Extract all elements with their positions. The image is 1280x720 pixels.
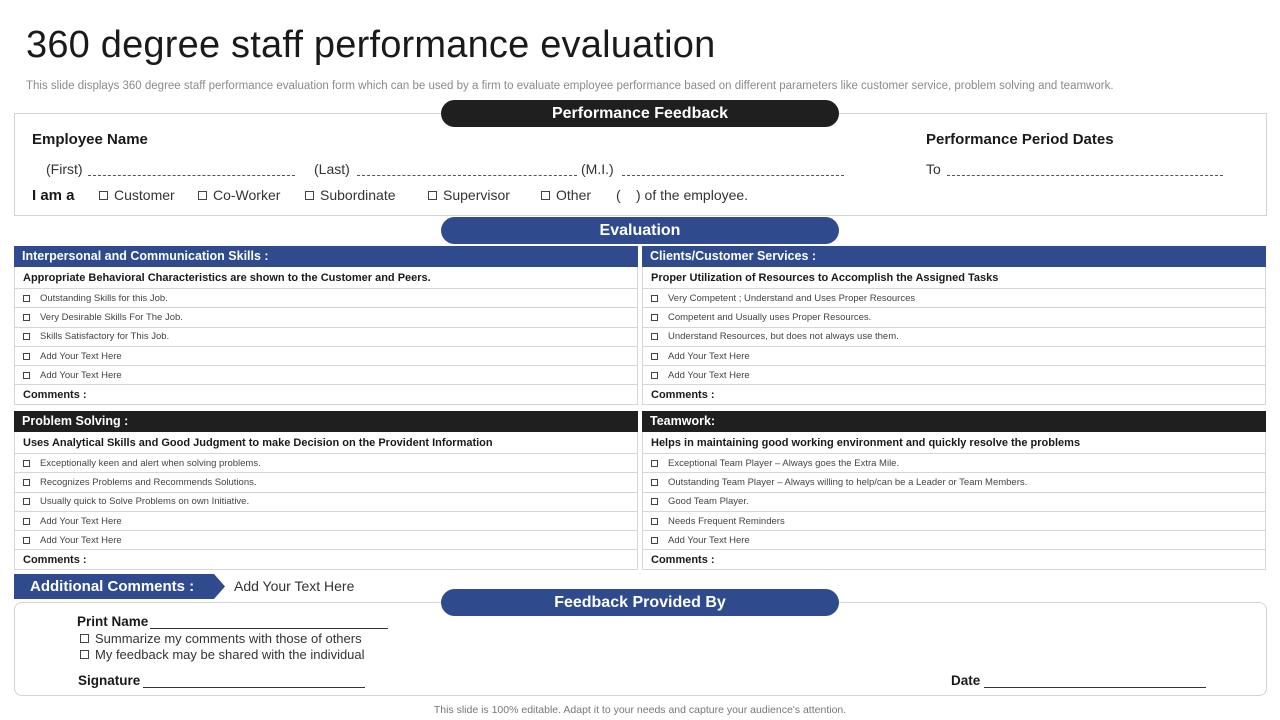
checkbox-icon [23,536,30,544]
last-name-field[interactable] [357,175,577,176]
checkbox-icon [23,294,30,302]
additional-comments-label: Additional Comments : [14,574,225,599]
checkbox-icon [651,498,658,506]
checkbox-icon [99,190,108,200]
checkbox-icon [23,517,30,525]
employee-name-label: Employee Name [32,131,148,148]
section-subtitle: Helps in maintaining good working enviro… [642,432,1266,454]
checkbox-icon [651,459,658,467]
comments-field[interactable]: Comments : [14,550,638,570]
checkbox-icon [23,498,30,506]
section-title: Teamwork: [642,411,1266,432]
date-field[interactable] [984,687,1206,688]
section-teamwork: Teamwork: Helps in maintaining good work… [642,411,1266,570]
additional-comments-text[interactable]: Add Your Text Here [234,578,355,594]
list-item[interactable]: Add Your Text Here [642,531,1266,551]
list-item[interactable]: Good Team Player. [642,492,1266,512]
list-item[interactable]: Outstanding Skills for this Job. [14,289,638,309]
middle-initial-field[interactable] [622,175,844,176]
checkbox-icon [651,517,658,525]
page-title: 360 degree staff performance evaluation [26,24,716,66]
section-problem-solving: Problem Solving : Uses Analytical Skills… [14,411,638,570]
period-dates-field[interactable] [947,175,1223,176]
signature-field[interactable] [143,687,365,688]
list-item[interactable]: Very Competent ; Understand and Uses Pro… [642,289,1266,309]
list-item[interactable]: Add Your Text Here [642,366,1266,386]
section-subtitle: Uses Analytical Skills and Good Judgment… [14,432,638,454]
middle-initial-label: (M.I.) [581,161,614,177]
role-option-subordinate[interactable]: Subordinate [305,187,396,203]
section-customer-services: Clients/Customer Services : Proper Utili… [642,246,1266,405]
role-option-customer[interactable]: Customer [99,187,175,203]
performance-feedback-heading: Performance Feedback [441,100,839,127]
section-title: Clients/Customer Services : [642,246,1266,267]
first-name-label: (First) [46,161,83,177]
footer-note: This slide is 100% editable. Adapt it to… [433,704,847,716]
list-item[interactable]: Add Your Text Here [642,346,1266,367]
list-item[interactable]: Very Desirable Skills For The Job. [14,308,638,328]
section-subtitle: Appropriate Behavioral Characteristics a… [14,267,638,289]
print-name-label: Print Name [77,614,149,629]
checkbox-icon [651,536,658,544]
first-name-field[interactable] [88,175,295,176]
page-subtitle: This slide displays 360 degree staff per… [26,80,1114,92]
list-item[interactable]: Recognizes Problems and Recommends Solut… [14,473,638,493]
checkbox-icon [80,634,89,644]
section-title: Problem Solving : [14,411,638,432]
role-option-coworker[interactable]: Co-Worker [198,187,280,203]
performance-feedback-box [14,113,1267,216]
checkbox-icon [428,190,437,200]
role-option-supervisor[interactable]: Supervisor [428,187,510,203]
checkbox-icon [541,190,550,200]
list-item[interactable]: Exceptionally keen and alert when solvin… [14,454,638,474]
list-item[interactable]: Usually quick to Solve Problems on own I… [14,492,638,512]
list-item[interactable]: Competent and Usually uses Proper Resour… [642,308,1266,328]
checkbox-icon [23,459,30,467]
checkbox-icon [651,333,658,341]
list-item[interactable]: Needs Frequent Reminders [642,511,1266,532]
option-share[interactable]: My feedback may be shared with the indiv… [80,647,365,662]
checkbox-icon [651,371,658,379]
option-summarize[interactable]: Summarize my comments with those of othe… [80,631,362,646]
checkbox-icon [23,333,30,341]
comments-field[interactable]: Comments : [642,550,1266,570]
section-interpersonal: Interpersonal and Communication Skills :… [14,246,638,405]
checkbox-icon [23,478,30,486]
section-subtitle: Proper Utilization of Resources to Accom… [642,267,1266,289]
role-option-other[interactable]: Other [541,187,591,203]
list-item[interactable]: Exceptional Team Player – Always goes th… [642,454,1266,474]
list-item[interactable]: Add Your Text Here [14,511,638,532]
checkbox-icon [80,650,89,660]
print-name-field[interactable] [150,628,388,629]
date-label: Date [951,673,981,688]
checkbox-icon [23,313,30,321]
checkbox-icon [651,294,658,302]
last-name-label: (Last) [314,161,350,177]
section-title: Interpersonal and Communication Skills : [14,246,638,267]
evaluation-heading: Evaluation [441,217,839,244]
to-label: To [926,161,941,177]
list-item[interactable]: Skills Satisfactory for This Job. [14,327,638,347]
comments-field[interactable]: Comments : [14,385,638,405]
i-am-label: I am a [32,187,75,204]
checkbox-icon [305,190,314,200]
comments-field[interactable]: Comments : [642,385,1266,405]
list-item[interactable]: Understand Resources, but does not alway… [642,327,1266,347]
period-dates-label: Performance Period Dates [926,131,1114,148]
checkbox-icon [651,352,658,360]
checkbox-icon [651,478,658,486]
list-item[interactable]: Add Your Text Here [14,346,638,367]
checkbox-icon [23,352,30,360]
of-the-employee-text: ) of the employee. [636,187,749,203]
feedback-provided-heading: Feedback Provided By [441,589,839,616]
checkbox-icon [651,313,658,321]
other-paren-open: ( [616,187,621,203]
checkbox-icon [23,371,30,379]
checkbox-icon [198,190,207,200]
list-item[interactable]: Add Your Text Here [14,366,638,386]
list-item[interactable]: Outstanding Team Player – Always willing… [642,473,1266,493]
list-item[interactable]: Add Your Text Here [14,531,638,551]
signature-label: Signature [78,673,141,688]
